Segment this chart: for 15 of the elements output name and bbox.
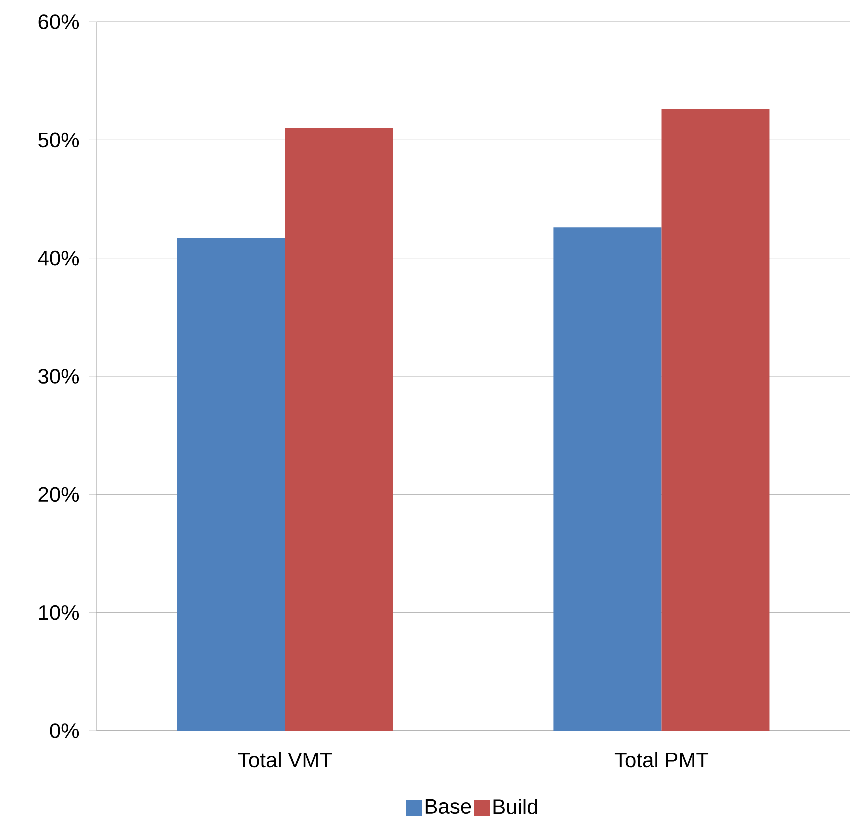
bar	[662, 109, 770, 731]
y-tick-label: 0%	[50, 724, 80, 738]
bar	[554, 228, 662, 731]
y-tick-label: 60%	[38, 14, 80, 30]
x-tick-label: Total VMT	[238, 752, 332, 768]
x-tick-label: Total PMT	[614, 752, 709, 768]
y-tick-label: 50%	[38, 132, 80, 148]
legend-label: Base	[426, 799, 472, 814]
bar	[177, 238, 286, 731]
y-tick-label: 10%	[39, 605, 80, 620]
legend-label: Build	[494, 799, 538, 814]
bar	[285, 128, 394, 731]
y-tick-label: 40%	[38, 250, 80, 266]
y-tick-label: 20%	[38, 487, 80, 502]
y-tick-label: 30%	[38, 369, 80, 384]
